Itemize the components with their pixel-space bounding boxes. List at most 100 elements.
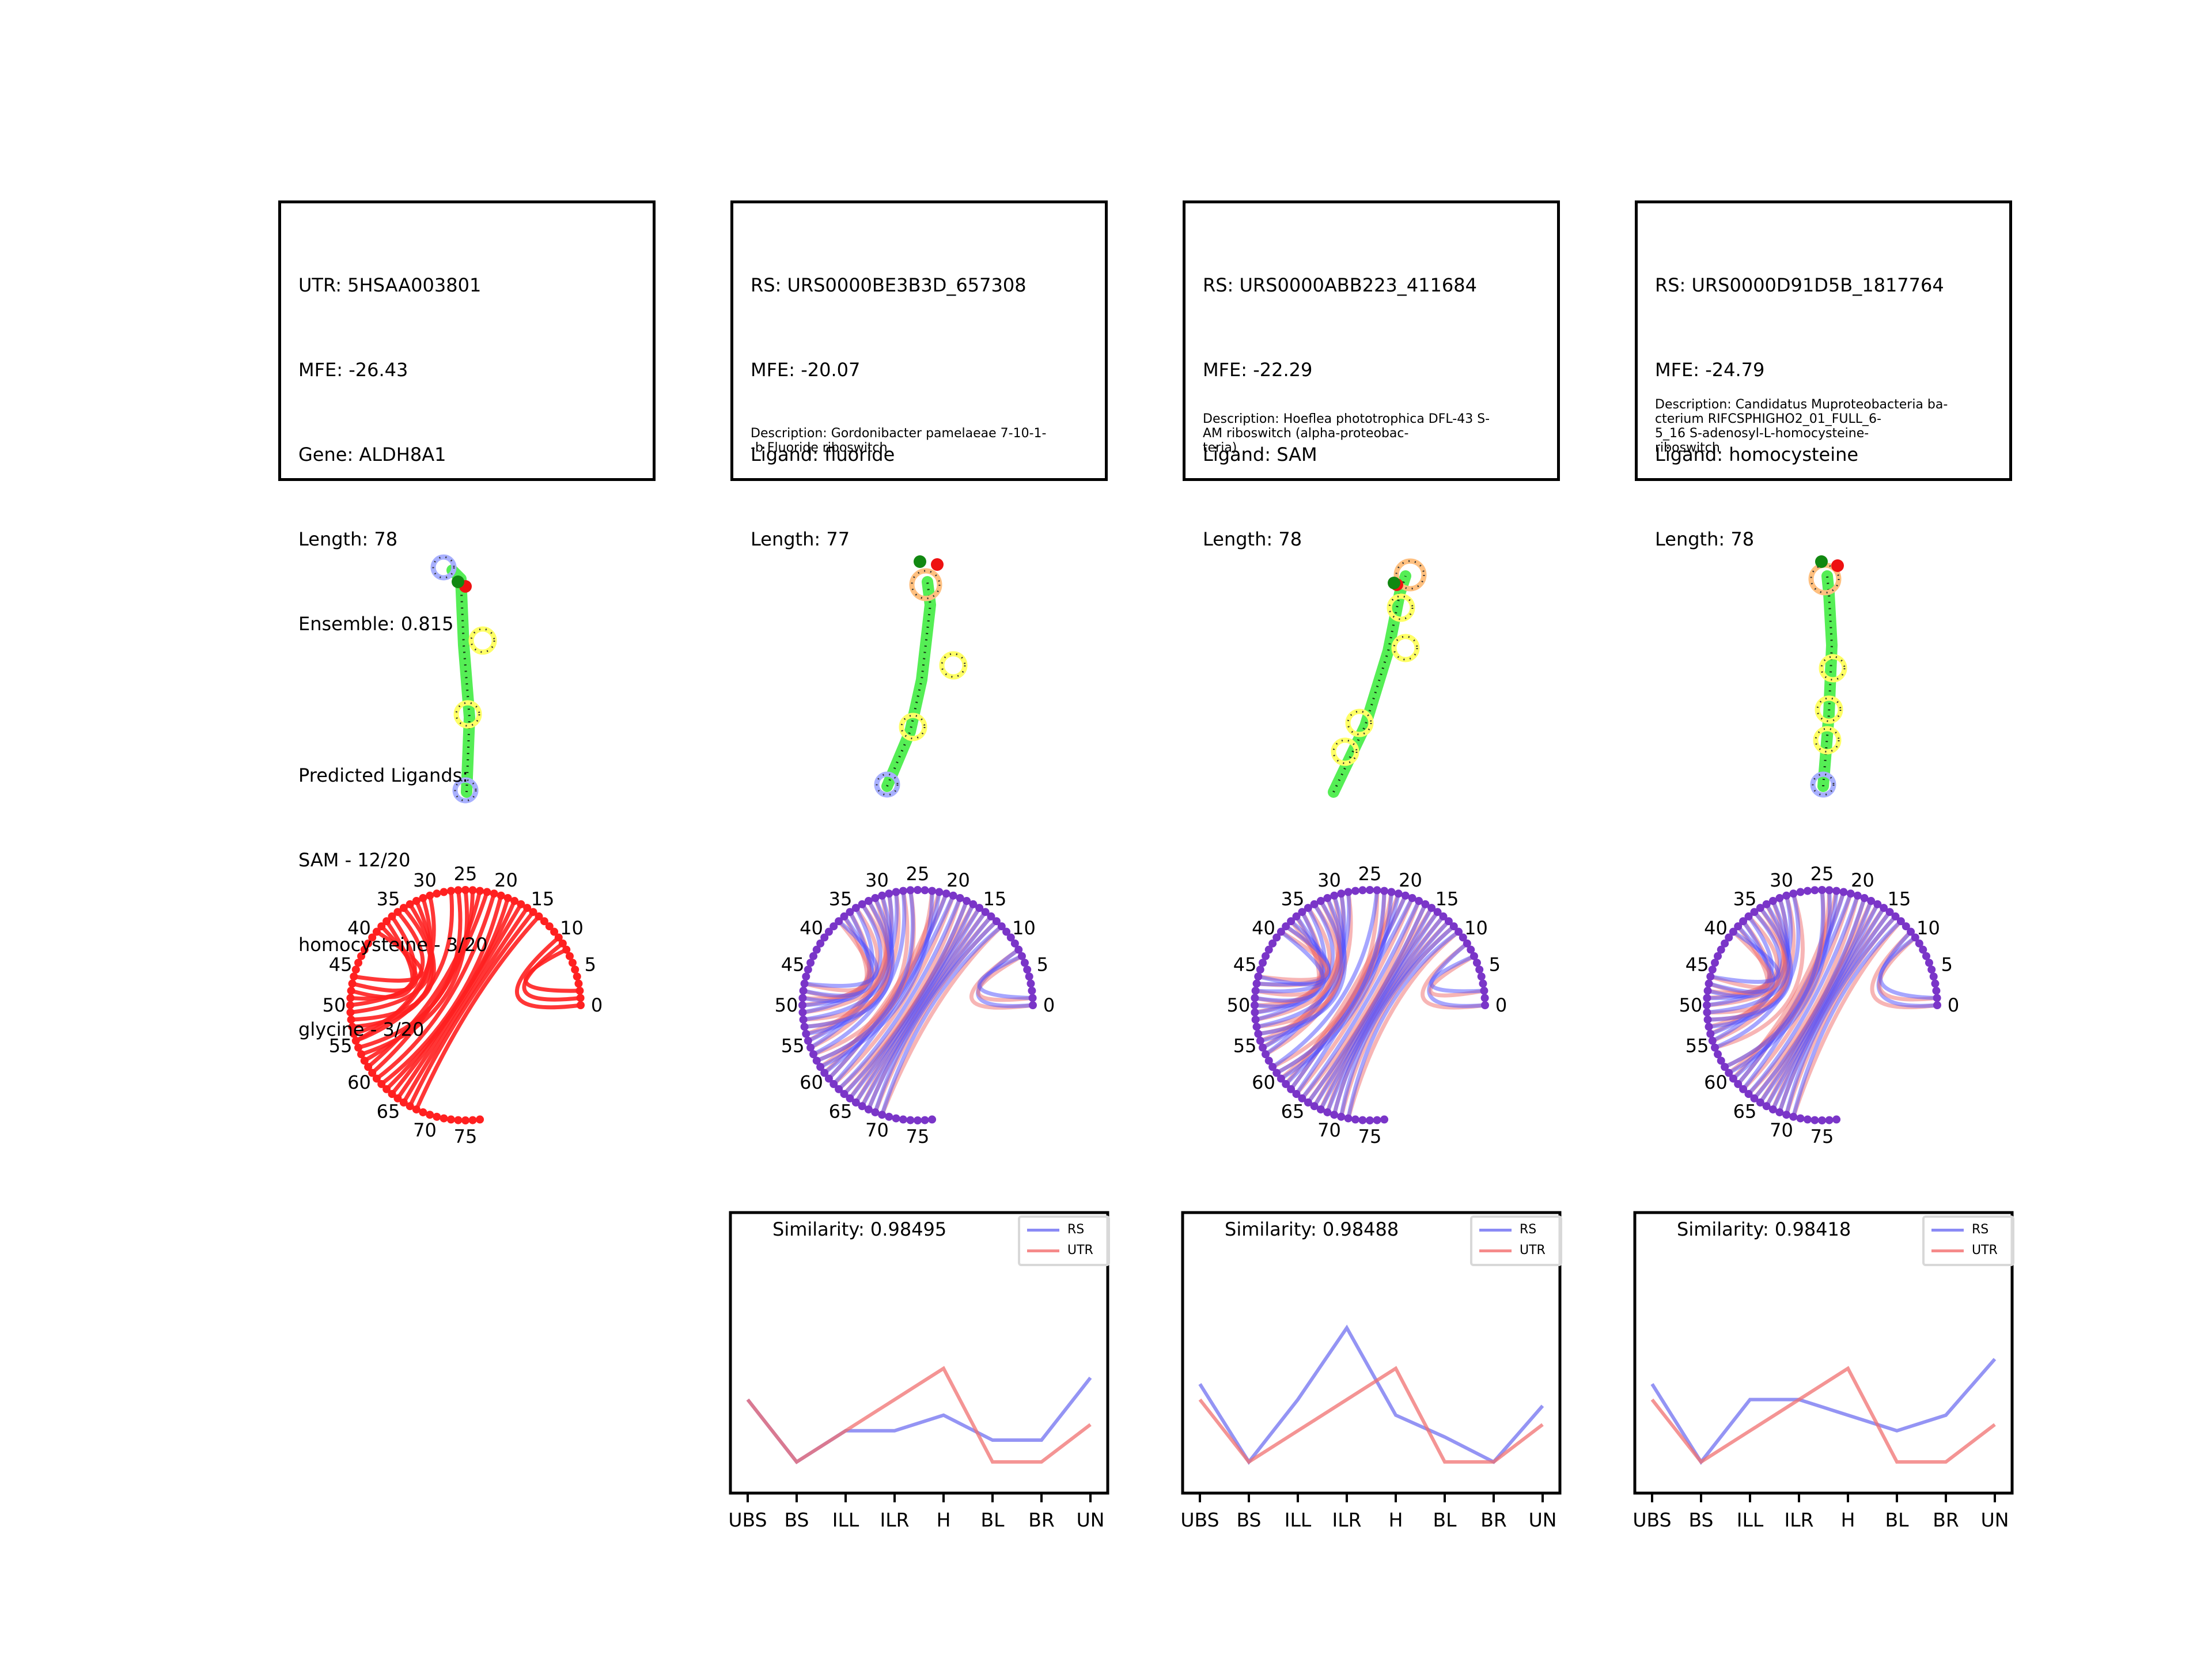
nucleotide-dot: [1277, 1074, 1285, 1083]
nucleotide-dot: [1706, 1029, 1715, 1038]
chord-arc: [819, 891, 934, 1069]
info-box-utr: UTR: 5HSAA003801 MFE: -26.43 Gene: ALDH8…: [278, 200, 656, 1040]
nucleotide-dot: [809, 1050, 818, 1059]
nucleotide-dot: [885, 889, 893, 898]
position-label: 75: [1358, 1126, 1382, 1147]
nucleotide-dot: [1259, 1043, 1267, 1052]
nucleotide-dot: [935, 888, 944, 896]
position-label: 20: [1399, 869, 1422, 891]
nucleotide-dot: [433, 889, 441, 898]
position-label: 25: [1358, 863, 1382, 885]
nucleotide-dot: [840, 912, 849, 921]
nucleotide-dot: [446, 887, 455, 895]
x-tick-label: BS: [1236, 1509, 1261, 1531]
chord-arc: [1312, 907, 1434, 1108]
series-line-utr: [746, 1366, 1092, 1464]
position-label: 70: [1770, 1119, 1793, 1141]
chord-arc: [1257, 930, 1325, 987]
nucleotide-dot: [1006, 933, 1015, 942]
nucleotide-dot: [1330, 891, 1339, 900]
nucleotide-dot: [1304, 1098, 1312, 1107]
chord-arc: [860, 911, 987, 1107]
nucleotide-dot: [357, 1050, 366, 1059]
nucleotide-dot: [1014, 945, 1023, 954]
nucleotide-dot: [800, 1022, 809, 1031]
nucleotide-dot: [812, 1056, 821, 1065]
position-label: 45: [1233, 954, 1257, 976]
chord-arc: [1271, 890, 1380, 1069]
nucleotide-dot: [1427, 904, 1436, 912]
nucleotide-dot: [1703, 1016, 1712, 1024]
nucleotide-dot: [1252, 979, 1261, 988]
nucleotide-dot: [1762, 900, 1771, 908]
loop-bases: [1388, 595, 1414, 620]
nucleotide-dot: [1401, 891, 1410, 900]
legend-rs: RS: [1972, 1222, 1989, 1237]
info-line: Ligand: homocysteine: [1655, 444, 1859, 465]
position-label: 25: [906, 863, 930, 885]
nucleotide-dot: [824, 1074, 833, 1083]
nucleotide-dot: [388, 912, 396, 921]
position-label: 60: [800, 1071, 823, 1093]
position-label: 70: [1317, 1119, 1341, 1141]
nucleotide-dot: [1351, 1115, 1359, 1124]
nucleotide-dot: [798, 1001, 806, 1009]
nucleotide-dot: [1796, 1114, 1805, 1123]
chart-legend: RS UTR: [1470, 1215, 1562, 1266]
nucleotide-dot: [812, 945, 821, 954]
description: Description: Candidatus Muproteobacteria…: [1655, 397, 1948, 455]
loop-bases: [470, 628, 495, 653]
position-label: 70: [865, 1119, 889, 1141]
x-tick-label: UBS: [728, 1509, 767, 1531]
nucleotide-dot: [1387, 888, 1396, 896]
position-label: 40: [1252, 917, 1275, 939]
chord-arc: [848, 903, 975, 1100]
nucleotide-dot: [921, 886, 929, 895]
position-label: 10: [560, 917, 584, 939]
nucleotide-dot: [1789, 889, 1798, 898]
nucleotide-dot: [1846, 889, 1855, 898]
nucleotide-dot: [1251, 1008, 1259, 1017]
nucleotide-dot: [1744, 912, 1753, 921]
nucleotide-dot: [419, 1108, 427, 1116]
chord-arc: [358, 889, 463, 1050]
nucleotide-dot: [354, 1043, 363, 1052]
x-tick-label: BR: [1933, 1509, 1959, 1531]
nucleotide-dot: [1708, 1036, 1717, 1045]
five-prime-end: [1388, 577, 1400, 589]
chord-arc: [1275, 891, 1387, 1075]
nucleotide-dot: [1025, 972, 1033, 981]
nucleotide-dot: [377, 1080, 386, 1088]
position-label: 60: [347, 1071, 371, 1093]
nucleotide-dot: [1891, 912, 1900, 921]
info-box-riboswitch-1: RS: URS0000BE3B3D_657308 MFE: -20.07 Lig…: [730, 200, 1108, 550]
info-line: Length: 77: [751, 528, 850, 550]
nucleotide-dot: [1885, 908, 1894, 916]
description: Description: Gordonibacter pamelaeae 7-1…: [751, 426, 1047, 455]
position-label: 30: [1770, 869, 1793, 891]
loop-bases: [941, 653, 966, 678]
nucleotide-dot: [1254, 1029, 1263, 1038]
loop-bases: [1812, 773, 1835, 796]
nucleotide-dot: [468, 886, 477, 895]
position-label: 25: [1810, 863, 1834, 885]
x-tick-label: ILR: [880, 1509, 909, 1531]
nucleotide-dot: [885, 1112, 893, 1121]
nucleotide-dot: [575, 986, 584, 995]
nucleotide-dot: [1479, 979, 1487, 988]
nucleotide-dot: [820, 1069, 829, 1077]
loop-bases: [455, 702, 480, 727]
chord-arc: [1758, 900, 1873, 1104]
chord-arc: [350, 906, 433, 1015]
predicted-ligand: SAM - 12/20: [298, 849, 411, 871]
position-label: 65: [1733, 1100, 1757, 1122]
position-label: 30: [413, 869, 437, 891]
nucleotide-dot: [1251, 1016, 1260, 1024]
nucleotide-dot: [1394, 889, 1403, 898]
x-tick-label: BR: [1028, 1509, 1055, 1531]
x-tick-label: ILL: [1737, 1509, 1764, 1531]
secondary-structures: [430, 554, 1847, 804]
x-tick-label: UBS: [1633, 1509, 1671, 1531]
